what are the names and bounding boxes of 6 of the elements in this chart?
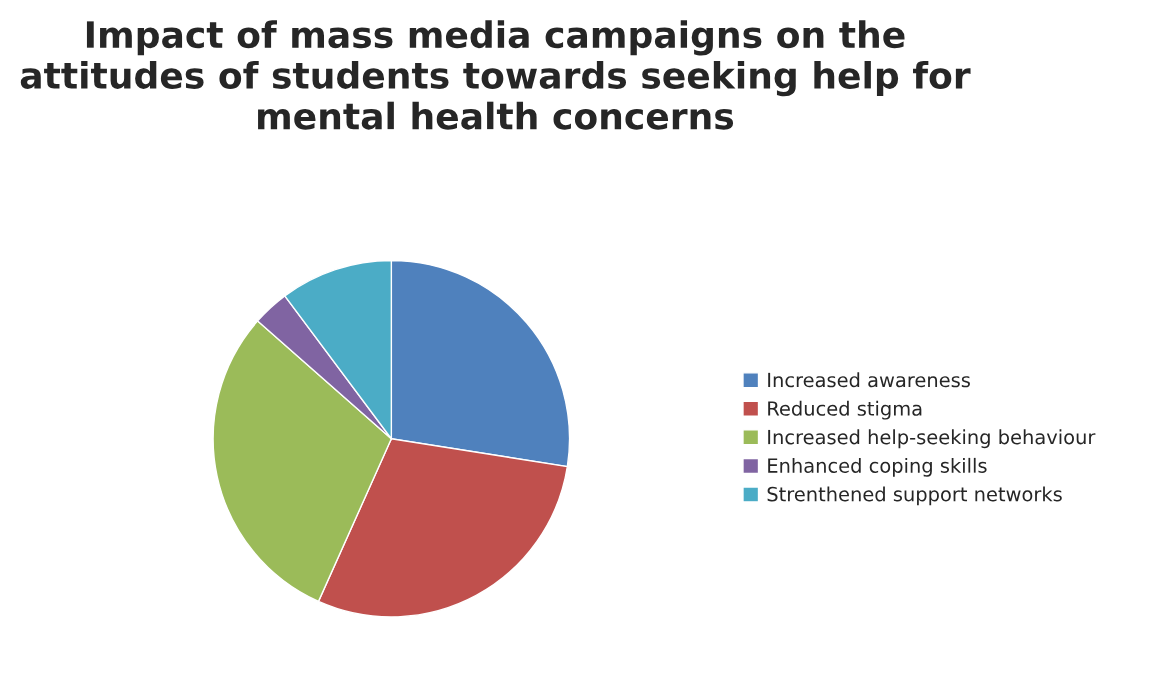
- legend-label: Increased awareness: [768, 372, 970, 388]
- legend-label: Strenthened support networks: [767, 486, 1062, 506]
- legend-label: Increased help-seeking behaviour: [768, 429, 1096, 449]
- legend-label: Reduced stigma: [768, 400, 922, 420]
- chart-title: Impact of mass media campaigns on the attitudes of students towards seeking help for mental health concerns: [20, 20, 971, 130]
- legend-label: Enhanced coping skills: [768, 457, 987, 477]
